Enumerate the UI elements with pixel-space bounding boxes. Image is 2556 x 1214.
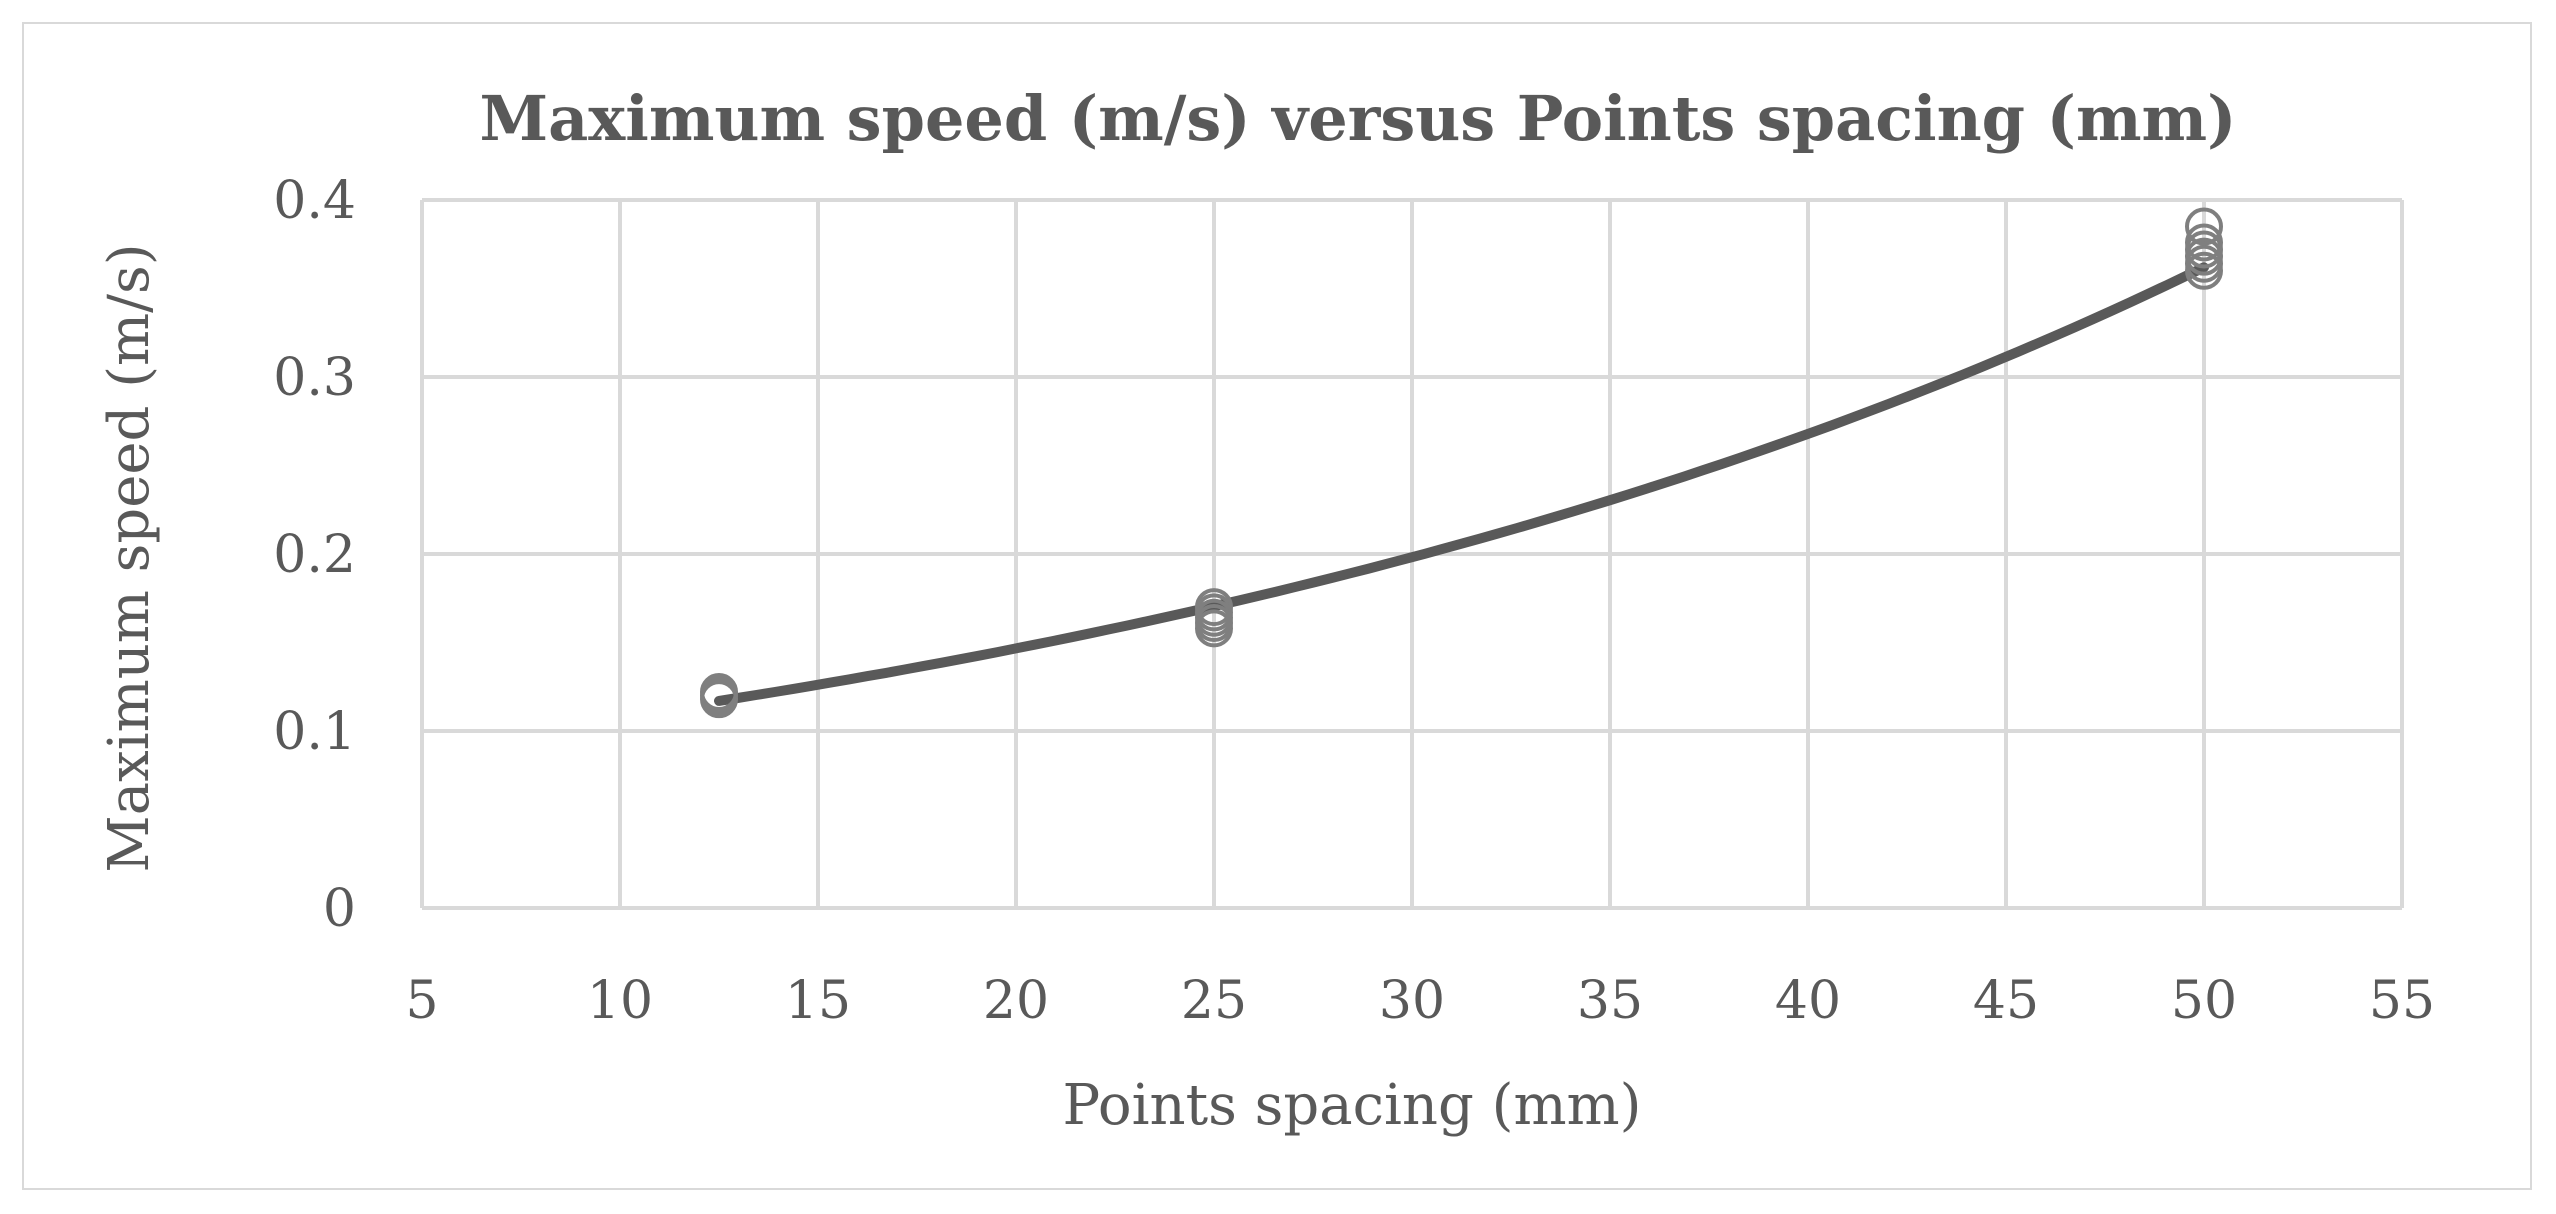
trendline xyxy=(714,262,2209,706)
y-axis-label: Maximum speed (m/s) xyxy=(97,243,162,872)
x-tick-label: 25 xyxy=(1181,971,1247,1031)
x-tick-label: 45 xyxy=(1973,971,2039,1031)
grid xyxy=(420,198,2404,910)
data-point xyxy=(2185,223,2223,262)
x-tick-label: 50 xyxy=(2171,971,2237,1031)
y-tick-label: 0 xyxy=(323,879,356,939)
x-tick-label: 5 xyxy=(405,971,438,1031)
data-points xyxy=(700,207,2223,719)
x-tick-label: 35 xyxy=(1577,971,1643,1031)
x-tick-label: 55 xyxy=(2369,971,2435,1031)
x-tick-label: 10 xyxy=(587,971,653,1031)
data-point xyxy=(1195,588,1233,627)
x-tick-label: 20 xyxy=(983,971,1049,1031)
x-tick-label: 30 xyxy=(1379,971,1445,1031)
data-point xyxy=(2185,207,2223,246)
chart-title: Maximum speed (m/s) versus Points spacin… xyxy=(480,82,2237,155)
chart-frame xyxy=(22,22,2532,1190)
data-point xyxy=(700,673,738,712)
x-tick-label: 15 xyxy=(785,971,851,1031)
trendline-group xyxy=(714,262,2209,706)
tick-labels: 5 10 15 20 25 30 35 40 45 50 55 0 0.1 0.2 0.3 0.4 xyxy=(273,171,2435,1031)
y-tick-label: 0.4 xyxy=(273,171,356,231)
y-tick-label: 0.1 xyxy=(273,702,356,762)
x-tick-label: 40 xyxy=(1775,971,1841,1031)
x-axis-label: Points spacing (mm) xyxy=(1062,1073,1641,1138)
y-tick-label: 0.2 xyxy=(273,525,356,585)
y-tick-label: 0.3 xyxy=(273,348,356,408)
